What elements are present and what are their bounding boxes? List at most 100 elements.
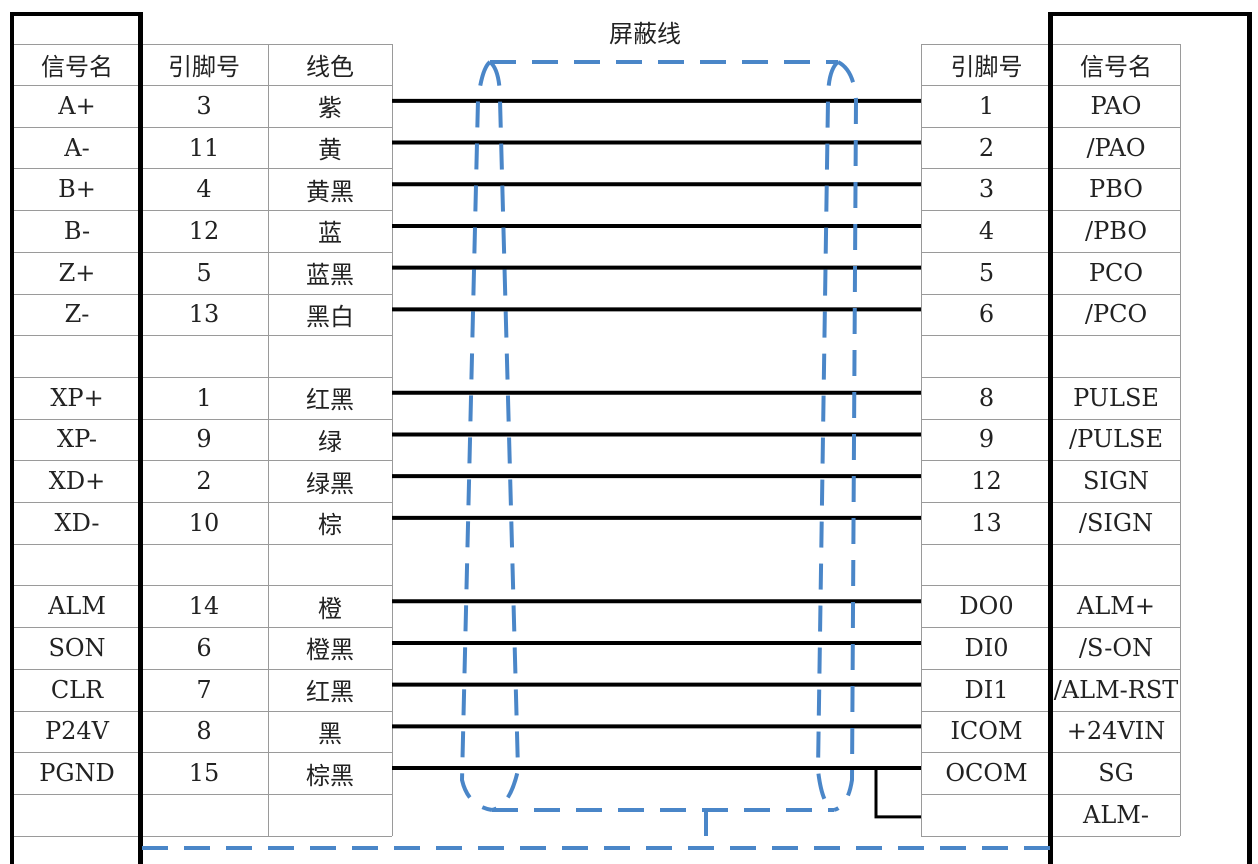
right-table-cell: 5 (978, 258, 995, 287)
left-header-cell: 线色 (306, 53, 354, 81)
left-grid-hline (14, 710, 392, 712)
right-table-cell: /PCO (1084, 300, 1148, 329)
left-grid-hline (14, 293, 392, 295)
right-table-cell: /PAO (1086, 133, 1146, 162)
right-table-cell: 4 (978, 216, 995, 245)
shield-outline-right (833, 60, 859, 812)
right-table-cell: /PBO (1085, 216, 1147, 245)
right-table-cell: ALM- (1083, 800, 1149, 829)
shield-label: 屏蔽线 (609, 20, 681, 48)
left-table-cell: 9 (196, 425, 212, 454)
left-grid-hline (14, 418, 392, 420)
left-table-cell: Z- (64, 300, 90, 329)
left-table-cell: 绿 (318, 427, 342, 456)
left-table-cell: B+ (58, 175, 96, 204)
left-table-cell: 2 (196, 467, 212, 496)
left-table-cell: 6 (196, 633, 212, 662)
right-table-cell: PAO (1090, 91, 1142, 120)
right-header-cell: 信号名 (1080, 53, 1152, 81)
right-table-cell: /SIGN (1078, 508, 1154, 537)
shield-outline-inner-right (815, 60, 840, 812)
right-table-cell: 12 (971, 467, 1002, 496)
left-table-cell: XD- (54, 508, 100, 537)
left-table-cell: 12 (188, 216, 220, 245)
right-table-cell: 9 (978, 425, 995, 454)
left-table-cell: 4 (196, 175, 212, 204)
left-grid-hline (14, 460, 392, 462)
right-table-cell: /S-ON (1078, 633, 1154, 662)
right-frame-right-edge (1247, 12, 1252, 864)
left-table-cell: 8 (196, 717, 212, 746)
left-table-cell: 15 (188, 759, 220, 788)
left-grid-hline (14, 44, 392, 45)
right-table-cell: 3 (978, 175, 995, 204)
right-grid-vline (921, 44, 922, 836)
left-grid-hline (14, 210, 392, 212)
left-table-cell: SON (48, 633, 106, 662)
right-table-cell: /PULSE (1069, 425, 1163, 454)
left-table-cell: 棕黑 (306, 761, 354, 790)
right-table-cell: 8 (978, 383, 995, 412)
left-table-cell: 红黑 (306, 678, 354, 707)
left-table-cell: ALM (48, 592, 106, 621)
left-table-cell: 绿黑 (306, 469, 354, 498)
left-table-cell: 7 (196, 675, 212, 704)
left-grid-hline (14, 585, 392, 587)
right-table-cell: +24VIN (1066, 717, 1166, 746)
left-table-cell: 棕 (318, 511, 342, 540)
left-grid-hline (14, 627, 392, 629)
right-table-cell: 6 (978, 300, 995, 329)
sg-alm-jumper (874, 768, 921, 819)
left-table-cell: 14 (188, 592, 220, 621)
left-table-cell: A- (64, 133, 90, 162)
right-grid-vline (1180, 44, 1181, 836)
left-grid-hline (14, 752, 392, 754)
left-table-cell: Z+ (58, 258, 96, 287)
left-grid-hline (14, 251, 392, 253)
left-table-cell: XP- (56, 425, 98, 454)
left-table-cell: CLR (50, 675, 104, 704)
right-table-cell: 2 (978, 133, 995, 162)
left-grid-hline (14, 376, 392, 378)
left-frame-right-edge (138, 12, 143, 864)
left-grid-hline (14, 502, 392, 503)
shield-group (142, 60, 1050, 850)
right-table-cell: PCO (1088, 258, 1144, 287)
left-grid-hline (14, 335, 392, 337)
right-frame-top-edge (1048, 12, 1252, 16)
right-header-cell: 引脚号 (950, 53, 1023, 81)
left-table-cell: 10 (188, 508, 220, 537)
right-table-cell: DI0 (964, 633, 1009, 662)
right-table-cell: OCOM (945, 759, 1028, 788)
left-table-cell: B- (63, 216, 91, 245)
left-table-cell: 黑 (318, 719, 342, 748)
left-table-cell: 5 (196, 258, 212, 287)
left-table-cell: 黑白 (306, 302, 354, 331)
right-table-cell: 13 (971, 508, 1002, 537)
left-grid-hline (14, 126, 392, 128)
right-table-cell: /ALM-RST (1053, 675, 1179, 704)
shield-outline-left (459, 60, 493, 812)
left-grid-hline (14, 543, 392, 545)
left-frame-top-edge (10, 12, 143, 16)
right-table-cell: SG (1098, 759, 1134, 788)
right-table-cell: ICOM (950, 717, 1023, 746)
left-table-cell: XD+ (48, 467, 106, 496)
right-frame-left-edge (1048, 12, 1053, 864)
left-table-cell: 13 (188, 300, 220, 329)
left-grid-hline (14, 835, 392, 837)
left-table-cell: 1 (196, 383, 212, 412)
left-table-cell: 蓝 (318, 219, 342, 248)
left-table-cell: 蓝黑 (306, 261, 354, 290)
right-table-cell: 1 (978, 91, 995, 120)
left-table-cell: 黄黑 (306, 177, 354, 206)
left-frame-left-edge (10, 12, 14, 864)
left-table-cell: 11 (188, 133, 220, 162)
left-grid-vline (268, 44, 269, 836)
left-grid-vline (392, 44, 393, 836)
right-table-cell: DI1 (964, 675, 1009, 704)
right-table-cell: PBO (1089, 175, 1143, 204)
left-header-cell: 信号名 (41, 53, 113, 81)
right-table-cell: SIGN (1082, 467, 1150, 496)
